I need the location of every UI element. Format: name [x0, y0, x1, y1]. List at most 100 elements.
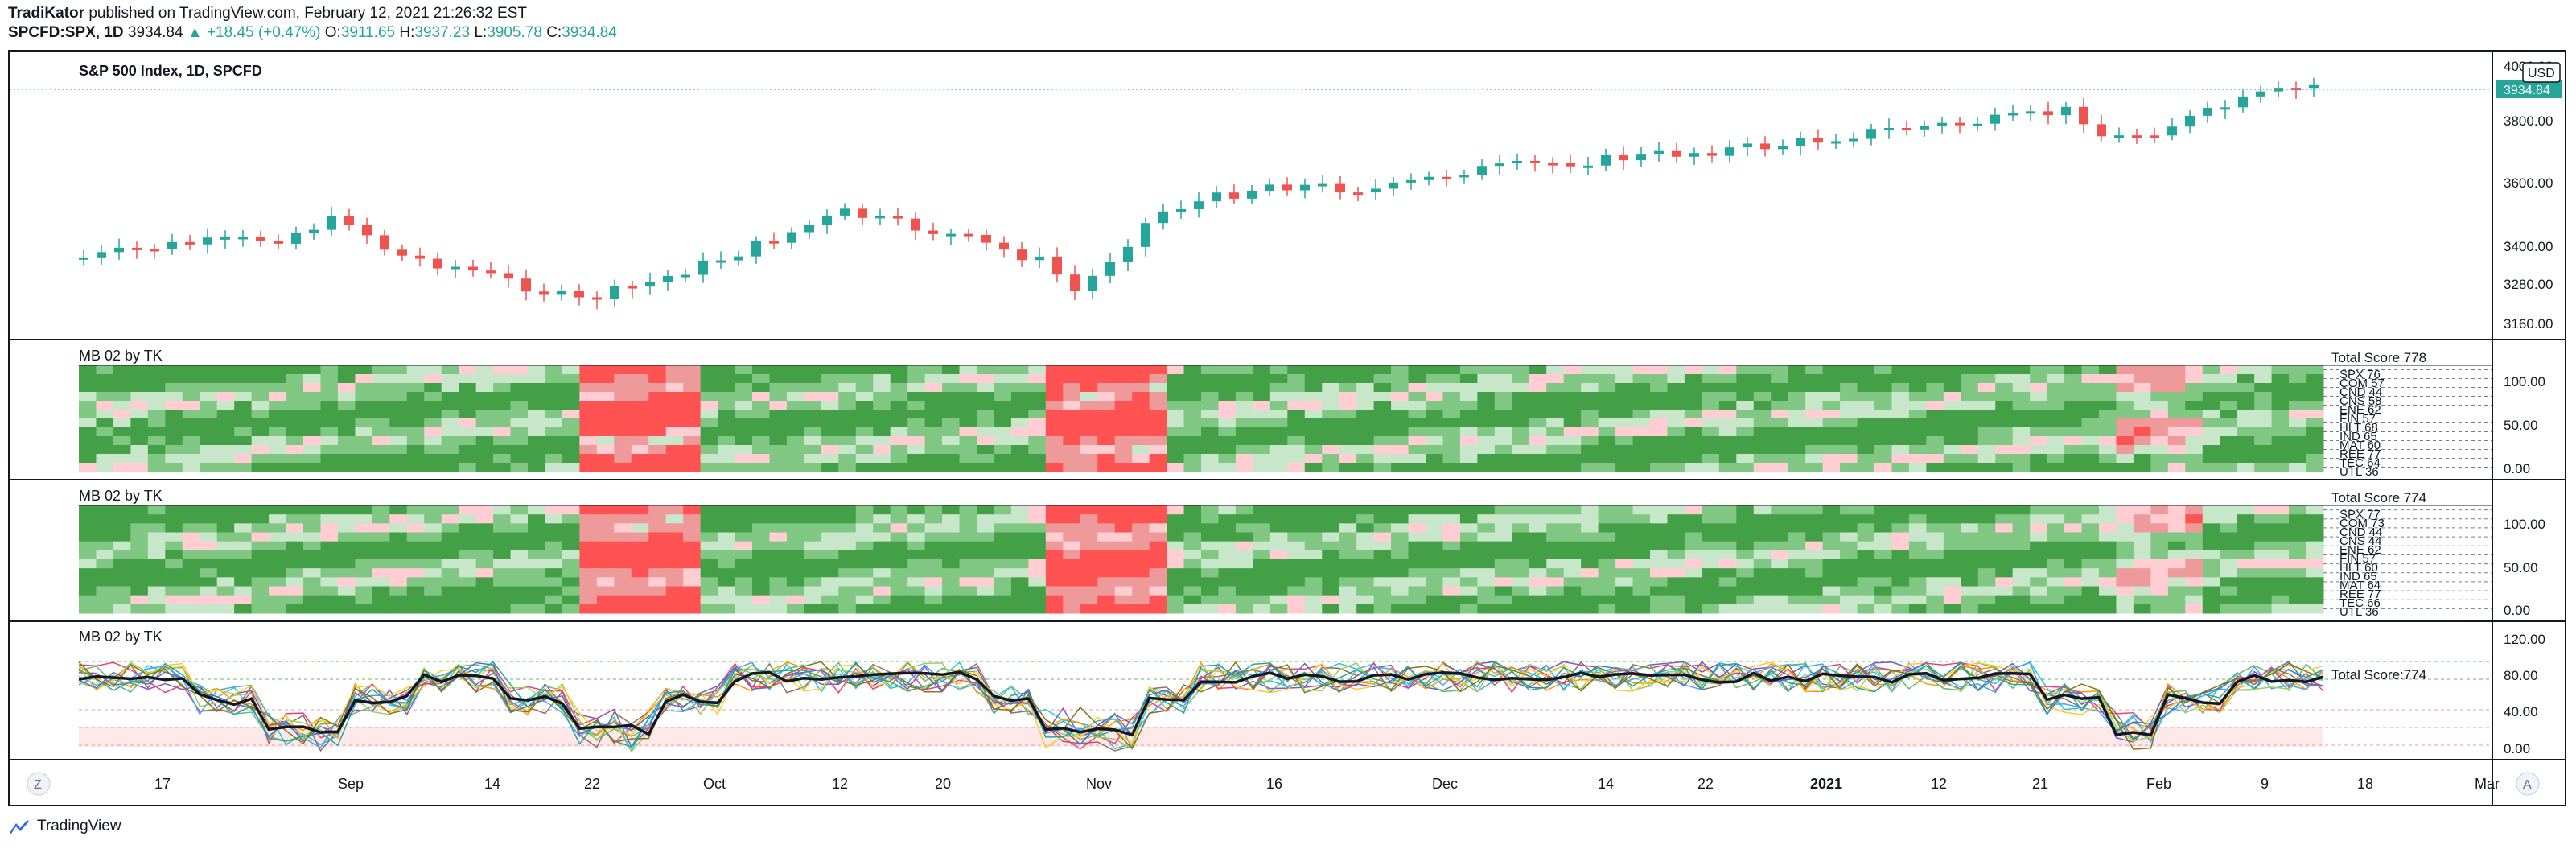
heat-cell [1753, 383, 1772, 393]
heatmap-pane-2[interactable] [79, 505, 2492, 614]
oscillator-pane[interactable] [78, 661, 2492, 753]
heat-cell [1253, 436, 1271, 446]
heat-cell [959, 401, 977, 410]
heat-cell [1459, 463, 1478, 472]
heat-cell [1598, 374, 1616, 384]
heat-cell [475, 436, 494, 446]
author-name[interactable]: TradiKator [8, 5, 85, 22]
heat-cell [1926, 514, 1944, 524]
heat-cell [2202, 445, 2220, 455]
heat-cell [493, 550, 512, 560]
heat-cell [994, 401, 1012, 410]
heat-cell [1149, 568, 1167, 578]
price-pane[interactable] [10, 77, 2492, 310]
heat-cell [735, 410, 753, 419]
currency-button[interactable] [2522, 62, 2561, 83]
heat-cell [372, 577, 390, 587]
heat-cell [200, 410, 218, 419]
heat-cell [1788, 427, 1806, 437]
oscillator-line [78, 661, 2324, 753]
heat-cell [769, 374, 788, 384]
heat-cell [2220, 392, 2238, 402]
heat-cell [718, 523, 736, 533]
heat-cell [1788, 383, 1806, 393]
auto-scale-button[interactable] [2516, 772, 2540, 796]
heat-cell [1373, 383, 1392, 393]
heat-cell [2237, 532, 2255, 542]
heat-cell [1667, 463, 1685, 472]
heat-cell [718, 365, 736, 375]
heat-cell [269, 532, 287, 542]
heat-cell [216, 568, 235, 578]
heat-cell [286, 401, 304, 410]
heat-cell [1512, 463, 1530, 472]
heat-cell [1201, 374, 1219, 384]
heat-cell [1494, 374, 1512, 384]
heat-cell [890, 374, 908, 384]
heat-cell [700, 418, 718, 428]
heat-cell [1857, 410, 1875, 419]
heat-cell [1253, 410, 1271, 419]
heat-cell [1114, 454, 1133, 464]
zoom-left-button[interactable] [27, 772, 51, 796]
heat-cell [1356, 383, 1375, 393]
heat-cell [1408, 454, 1426, 464]
time-axis[interactable]: 17 Sep 14 22 Oct 12 20 Nov 16 Dec 14 22 … [154, 776, 2500, 792]
heat-cell [1753, 532, 1772, 542]
heat-cell [1718, 374, 1737, 384]
heat-cell [1874, 523, 1892, 533]
heat-cell [596, 374, 615, 384]
heat-cell [1459, 383, 1478, 393]
candle [751, 241, 761, 257]
heat-cell [1718, 532, 1737, 542]
time-label: Nov [1086, 776, 1112, 792]
heat-cell [528, 550, 545, 560]
candle [2097, 124, 2106, 137]
price-tick: 3800.00 [2504, 113, 2553, 129]
heat-cell [1494, 365, 1512, 375]
heat-cell [1995, 577, 2014, 587]
heat-cell [2167, 436, 2186, 446]
candle [716, 260, 726, 263]
heat-cell [1943, 401, 1961, 410]
heat-cell [1840, 383, 1858, 393]
heat-cell [631, 392, 649, 402]
heat-cell [1114, 418, 1133, 428]
heat-cell [424, 365, 442, 375]
heat-cell [113, 463, 131, 472]
candle [2238, 96, 2248, 108]
heat-cell [1995, 463, 2014, 472]
heat-cell [614, 383, 632, 393]
heat-cell [372, 514, 390, 524]
heat-cell [475, 418, 494, 428]
heat-cell [1426, 454, 1443, 464]
heat-cell [2012, 505, 2031, 515]
heat-cell [1045, 374, 1064, 384]
heat-cell [1132, 418, 1150, 428]
candle [1105, 262, 1115, 276]
heat-cell [337, 523, 356, 533]
heat-cell [1045, 505, 1064, 515]
heat-cell [1235, 427, 1253, 437]
heat-cell [1857, 523, 1875, 533]
heat-cell [2081, 523, 2100, 533]
score-row-label: IND 65 [2339, 570, 2377, 583]
heat-cell [372, 463, 390, 472]
heat-cell [665, 454, 684, 464]
heat-cell [1926, 401, 1944, 410]
heat-cell [1598, 595, 1616, 605]
heat-cell [1891, 427, 1910, 437]
heat-cell [579, 505, 598, 515]
chart-canvas[interactable]: S&P 500 Index, 1D, SPCFD MB 02 by TK MB … [10, 52, 2565, 805]
heat-cell [528, 365, 545, 375]
heat-cell [1459, 550, 1478, 560]
heat-cell [147, 436, 166, 446]
heat-cell [1132, 365, 1150, 375]
heat-cell [700, 410, 718, 419]
heatmap-pane-1[interactable] [79, 365, 2492, 472]
heat-cell [2167, 454, 2186, 464]
candle [1477, 166, 1487, 175]
heat-cell [1097, 514, 1116, 524]
heat-cell [1391, 463, 1409, 472]
heat-cell [1408, 410, 1426, 419]
